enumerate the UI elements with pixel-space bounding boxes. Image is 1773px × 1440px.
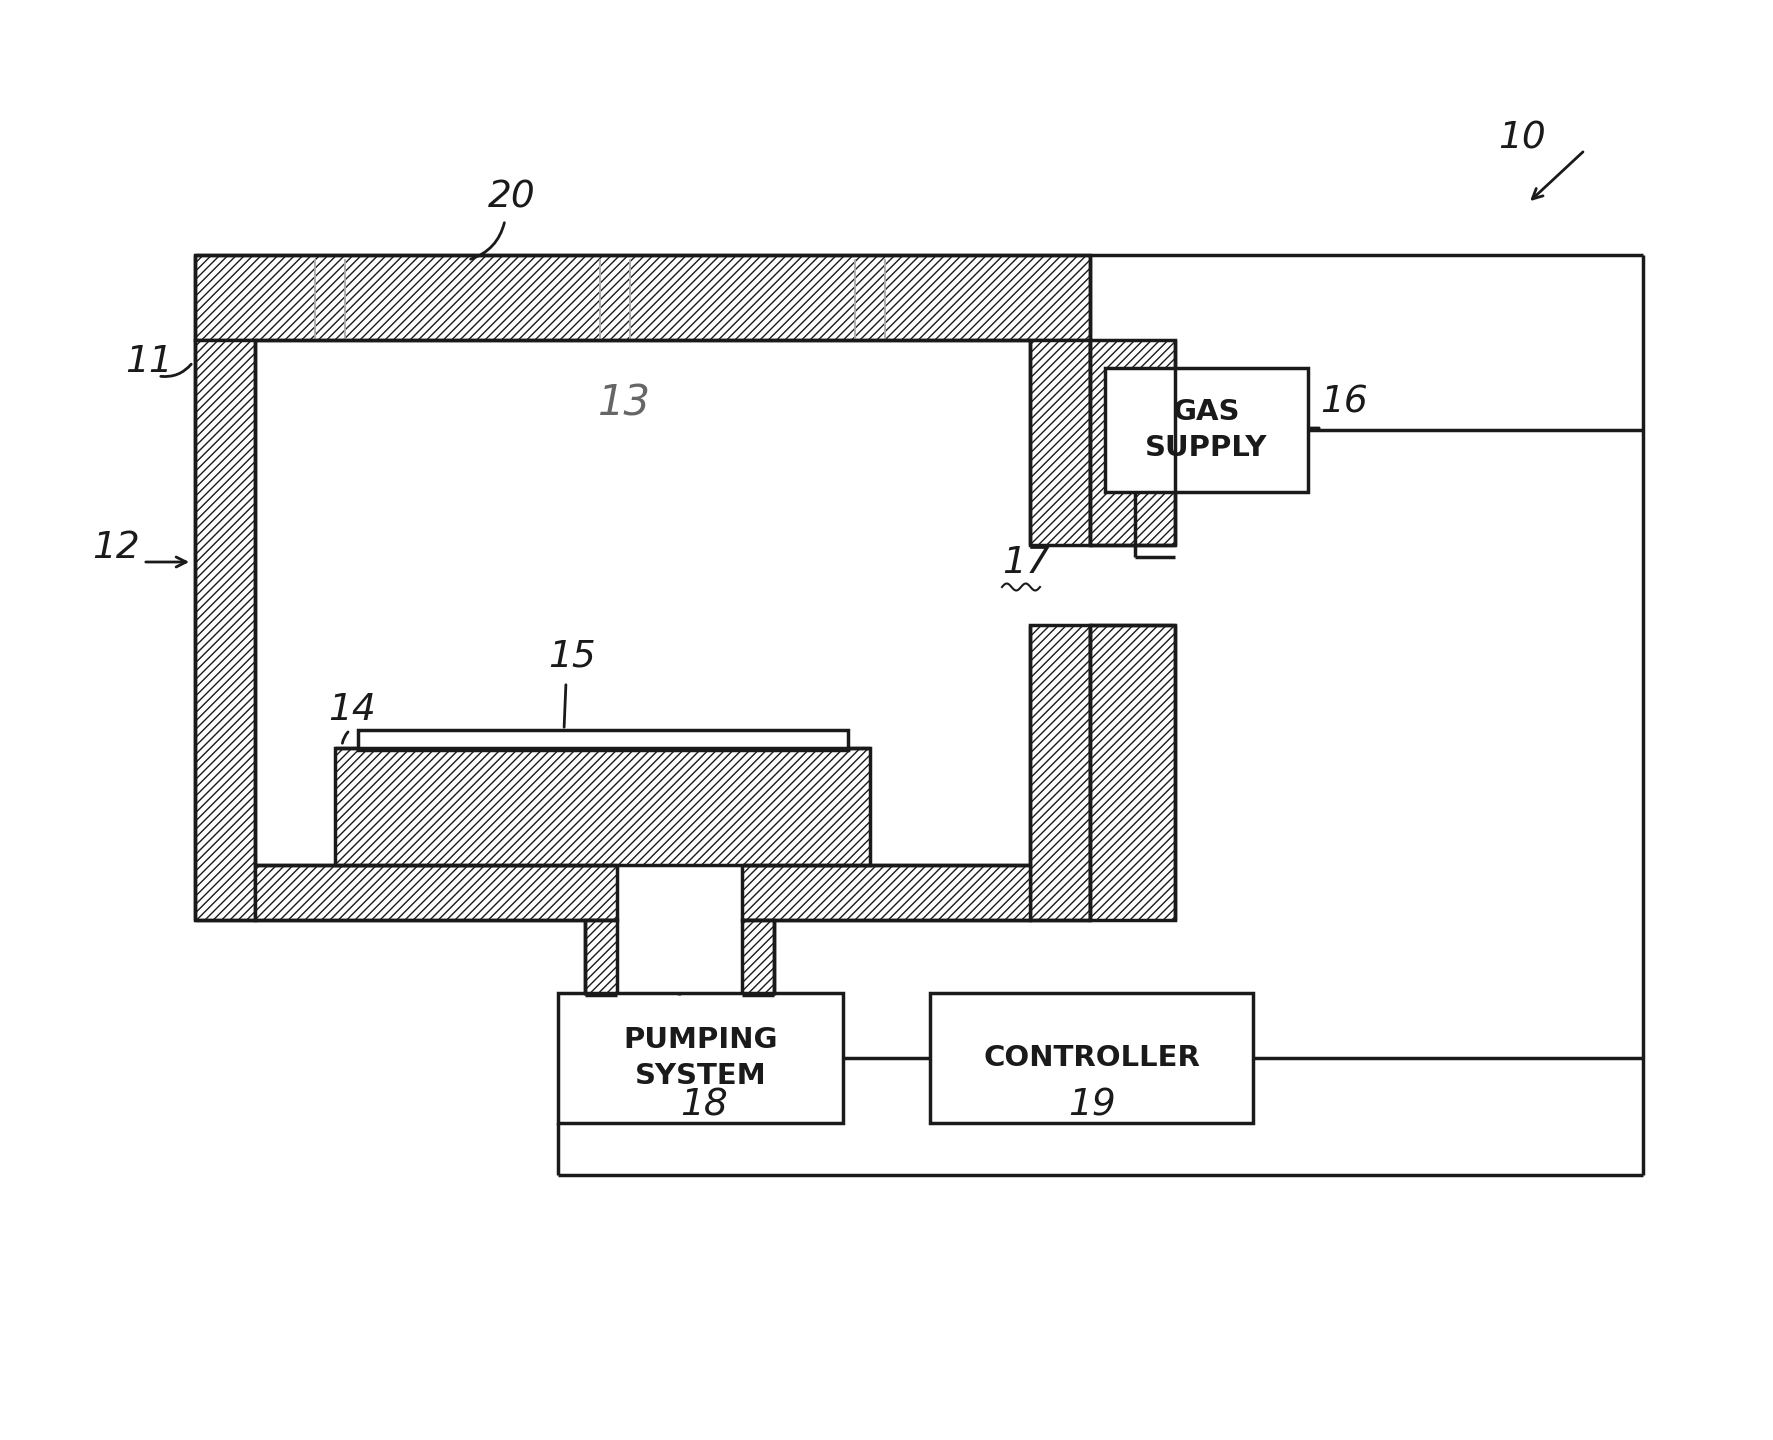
Text: 15: 15 bbox=[548, 638, 596, 674]
Bar bbox=[931, 994, 1254, 1123]
Text: 14: 14 bbox=[328, 693, 376, 729]
Text: CONTROLLER: CONTROLLER bbox=[982, 1044, 1200, 1071]
Bar bbox=[1090, 625, 1175, 920]
Text: 18: 18 bbox=[681, 1087, 727, 1123]
Bar bbox=[255, 865, 617, 920]
Text: 11: 11 bbox=[126, 344, 172, 380]
Text: PUMPING
SYSTEM: PUMPING SYSTEM bbox=[624, 1025, 778, 1090]
Bar bbox=[1105, 369, 1308, 492]
Bar bbox=[741, 865, 1030, 920]
Text: GAS
SUPPLY: GAS SUPPLY bbox=[1145, 397, 1268, 462]
Bar bbox=[195, 340, 255, 920]
Text: 20: 20 bbox=[488, 179, 535, 215]
Bar bbox=[558, 994, 842, 1123]
Bar bbox=[741, 920, 775, 995]
Text: 19: 19 bbox=[1067, 1087, 1115, 1123]
Text: 10: 10 bbox=[1498, 120, 1546, 156]
Text: 17: 17 bbox=[1002, 544, 1050, 580]
Text: 13: 13 bbox=[598, 382, 651, 423]
Bar bbox=[1090, 340, 1175, 544]
Text: 12: 12 bbox=[92, 530, 140, 566]
Bar bbox=[195, 255, 1090, 340]
Bar bbox=[1030, 340, 1090, 544]
Bar bbox=[335, 747, 871, 865]
Text: 16: 16 bbox=[1321, 384, 1367, 420]
Bar bbox=[1030, 625, 1090, 920]
Bar bbox=[358, 730, 847, 750]
Bar bbox=[585, 920, 617, 995]
